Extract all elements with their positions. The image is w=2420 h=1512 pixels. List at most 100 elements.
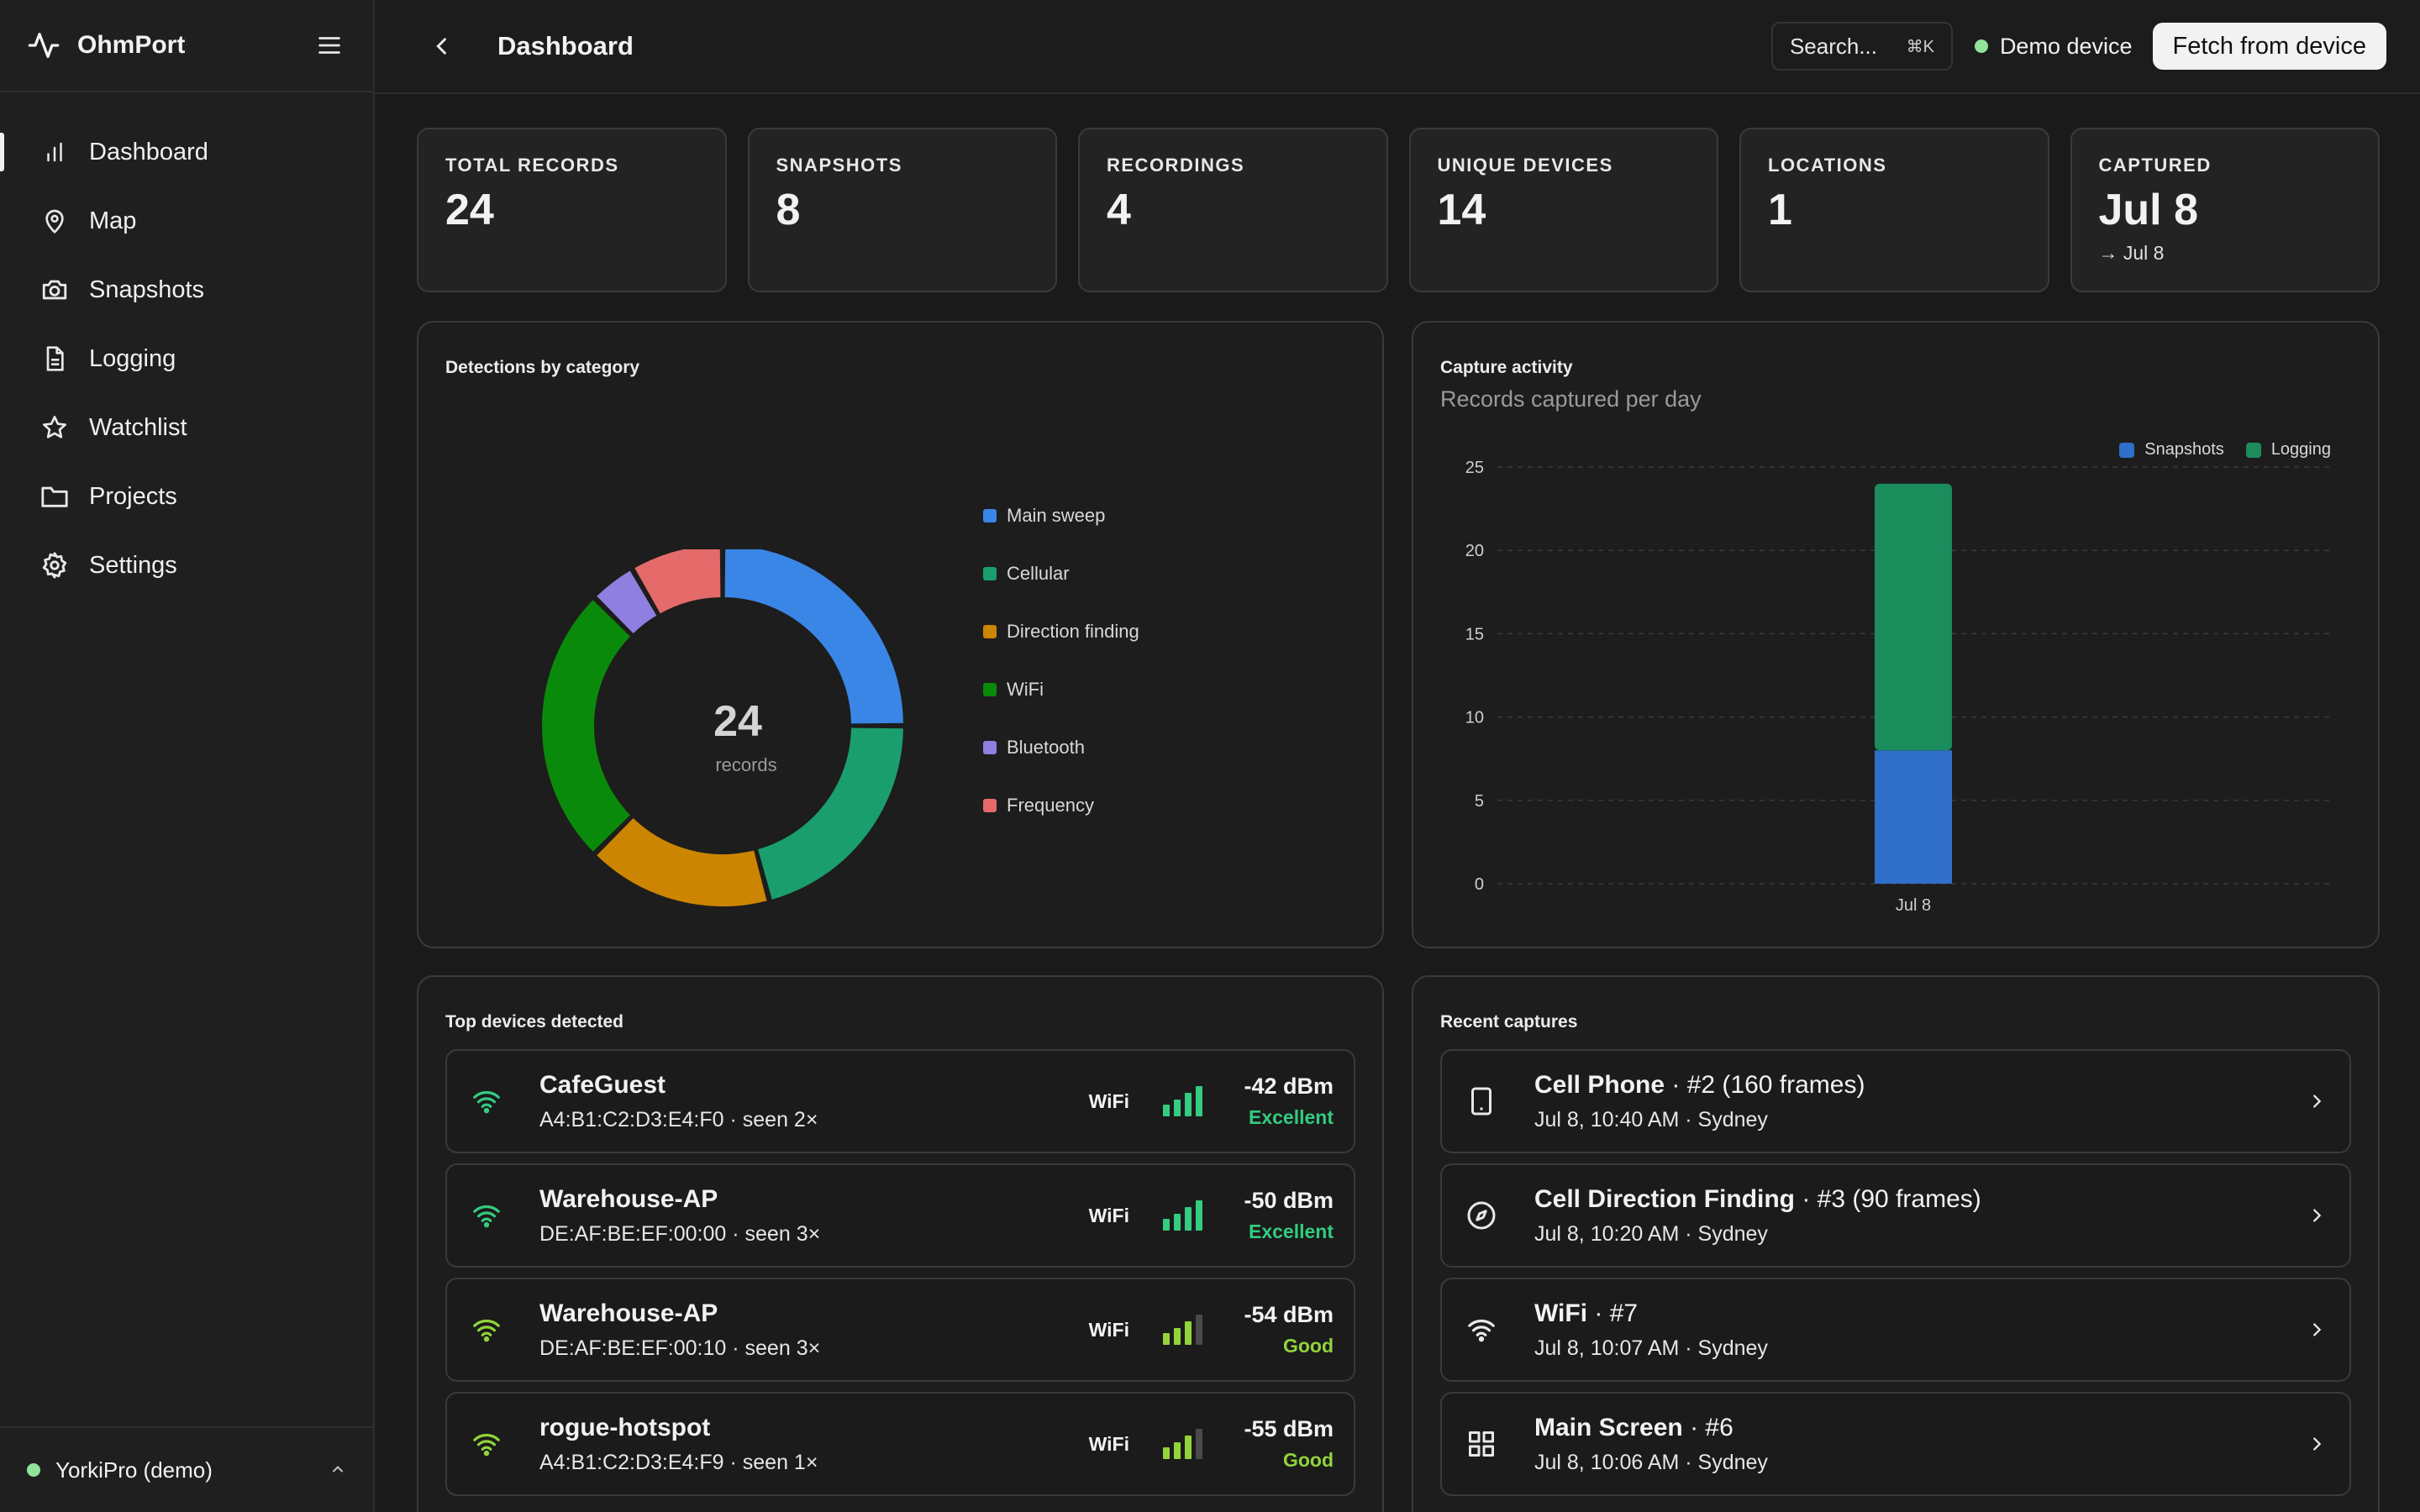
demo-device-label: Demo device [1999,33,2133,59]
sidebar-item-watchlist[interactable]: Watchlist [0,393,373,462]
stat-value: 4 [1107,186,1131,234]
signal-bars-icon [1163,1200,1202,1231]
capture-info: Cell Direction Finding · #3 (90 frames) … [1534,1185,2304,1247]
device-type: WiFi [1088,1432,1129,1455]
device-name: Warehouse-AP [539,1299,718,1327]
y-tick-label: 20 [1465,542,1484,560]
sidebar-item-settings[interactable]: Settings [0,531,373,600]
sidebar-item-label: Projects [89,482,177,510]
y-tick-label: 5 [1475,792,1484,811]
device-name: CafeGuest [539,1070,666,1099]
stat-card-locations: LOCATIONS 1 [1739,128,2049,292]
capture-row[interactable]: Cell Phone · #2 (160 frames) Jul 8, 10:4… [1440,1049,2351,1153]
capture-info: WiFi · #7 Jul 8, 10:07 AM · Sydney [1534,1299,2304,1361]
chevron-right-icon [2304,1317,2329,1342]
legend-swatch [983,566,997,580]
signal-bar [1163,1219,1170,1231]
capture-detail: Jul 8, 10:06 AM · Sydney [1534,1450,1768,1474]
folder-icon [40,482,69,511]
signal-strength: -54 dBm Good [1233,1302,1334,1357]
capture-row[interactable]: Main Screen · #6 Jul 8, 10:06 AM · Sydne… [1440,1392,2351,1496]
wifi-icon [467,1310,506,1349]
device-detail: DE:AF:BE:EF:00:00 · seen 3× [539,1221,821,1246]
panel-title: Recent captures [1440,1012,1578,1032]
back-chevron-icon[interactable] [425,29,459,63]
device-switcher[interactable]: YorkiPro (demo) [0,1426,373,1512]
sidebar-item-projects[interactable]: Projects [0,462,373,531]
legend-label: Frequency [1007,794,1094,816]
stat-value: 1 [1768,186,1792,234]
legend-label: Cellular [1007,562,1070,584]
capture-detail: Jul 8, 10:20 AM · Sydney [1534,1221,1768,1246]
legend-swatch [983,682,997,696]
top-devices-panel: Top devices detected CafeGuest A4:B1:C2:… [417,975,1384,1512]
sidebar-item-map[interactable]: Map [0,186,373,255]
device-row[interactable]: Warehouse-AP DE:AF:BE:EF:00:10 · seen 3×… [445,1278,1355,1382]
sidebar-item-snapshots[interactable]: Snapshots [0,255,373,324]
sidebar-nav: Dashboard Map Snapshots Logging Watchlis… [0,92,373,600]
signal-bar [1174,1442,1181,1459]
donut-slice[interactable] [723,549,905,726]
panel-title: Detections by category [445,358,640,377]
legend-label: WiFi [1007,678,1044,700]
capture-name: Cell Phone [1534,1070,1665,1099]
donut-slice[interactable] [594,569,659,636]
stat-label: UNIQUE DEVICES [1437,155,1613,176]
capture-suffix: · #3 (90 frames) [1795,1184,1981,1213]
bar-chart-icon [40,138,69,166]
device-info: Warehouse-AP DE:AF:BE:EF:00:10 · seen 3× [539,1299,1089,1361]
bar-legend: Snapshots Logging [2119,440,2331,459]
donut-slice[interactable] [755,726,905,902]
donut-slice[interactable] [594,816,769,908]
wifi-icon [467,1425,506,1463]
page-title: Dashboard [497,31,634,60]
detections-panel: Detections by category 24 records Main sw… [417,321,1384,948]
signal-dbm: -42 dBm [1244,1074,1334,1099]
sidebar-item-dashboard[interactable]: Dashboard [0,118,373,186]
sidebar-item-logging[interactable]: Logging [0,324,373,393]
signal-dbm: -50 dBm [1244,1188,1334,1213]
stat-label: RECORDINGS [1107,155,1245,176]
device-row[interactable]: rogue-hotspot A4:B1:C2:D3:E4:F9 · seen 1… [445,1392,1355,1496]
bar-segment-logging[interactable] [1875,483,1952,751]
hamburger-menu-icon[interactable] [313,29,346,62]
device-row[interactable]: Warehouse-AP DE:AF:BE:EF:00:00 · seen 3×… [445,1163,1355,1268]
capture-suffix: · #6 [1682,1413,1733,1441]
device-type: WiFi [1088,1204,1129,1226]
pulse-logo-icon [27,29,60,62]
device-row[interactable]: CafeGuest A4:B1:C2:D3:E4:F0 · seen 2× Wi… [445,1049,1355,1153]
device-info: Warehouse-AP DE:AF:BE:EF:00:00 · seen 3× [539,1185,1089,1247]
donut-slice[interactable] [540,597,633,854]
signal-quality: Excellent [1249,1106,1334,1128]
search-label: Search... [1789,33,1877,59]
panel-subtitle: Records captured per day [1440,386,1702,412]
signal-bar [1196,1200,1202,1231]
y-tick-label: 25 [1465,459,1484,477]
bar-segment-snapshots[interactable] [1875,750,1952,884]
device-name: Warehouse-AP [539,1184,718,1213]
capture-row[interactable]: Cell Direction Finding · #3 (90 frames) … [1440,1163,2351,1268]
y-tick-label: 10 [1465,709,1484,727]
signal-bar [1163,1105,1170,1116]
device-info: CafeGuest A4:B1:C2:D3:E4:F0 · seen 2× [539,1071,1089,1132]
capture-title: Cell Direction Finding · #3 (90 frames) [1534,1185,2304,1214]
capture-title: WiFi · #7 [1534,1299,2304,1328]
fetch-from-device-button[interactable]: Fetch from device [2152,23,2386,70]
chevron-right-icon [2304,1089,2329,1114]
y-tick-label: 0 [1475,875,1484,894]
capture-title: Cell Phone · #2 (160 frames) [1534,1071,2304,1100]
demo-device-indicator: Demo device [1974,33,2133,60]
signal-bar [1174,1100,1181,1116]
signal-quality: Good [1282,1449,1334,1471]
legend-label: Main sweep [1007,504,1106,526]
legend-item: Cellular [983,544,1139,602]
status-dot [27,1463,40,1477]
legend-item: WiFi [983,660,1139,718]
device-name: rogue-hotspot [539,1413,711,1441]
wifi-icon [467,1196,506,1235]
capture-row[interactable]: WiFi · #7 Jul 8, 10:07 AM · Sydney [1440,1278,2351,1382]
search-button[interactable]: Search... ⌘K [1770,22,1953,71]
legend-label: Direction finding [1007,620,1139,642]
donut-slice[interactable] [632,549,723,616]
stat-card-recordings: RECORDINGS 4 [1078,128,1388,292]
